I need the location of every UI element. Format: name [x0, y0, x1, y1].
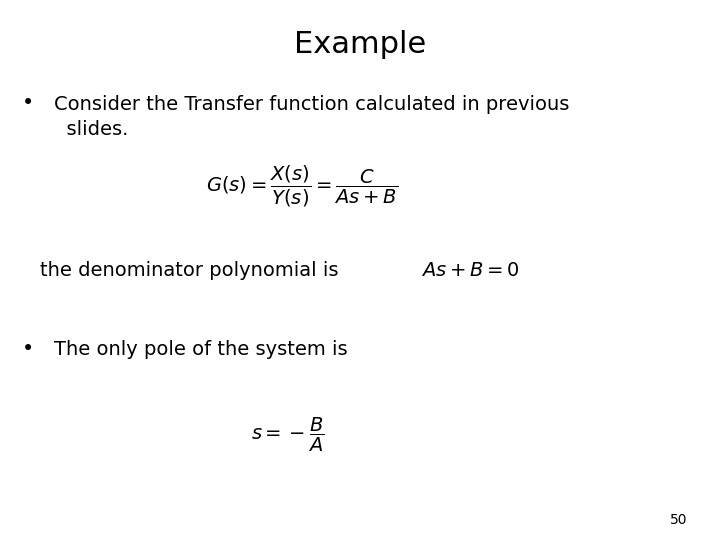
Text: $As + B = 0$: $As + B = 0$ [421, 260, 520, 280]
Text: Example: Example [294, 30, 426, 59]
Text: The only pole of the system is: The only pole of the system is [54, 340, 348, 359]
Text: the denominator polynomial is: the denominator polynomial is [40, 260, 338, 280]
Text: Consider the Transfer function calculated in previous
  slides.: Consider the Transfer function calculate… [54, 94, 570, 139]
Text: •: • [22, 339, 34, 359]
Text: $G(s) = \dfrac{X(s)}{Y(s)} = \dfrac{C}{As+B}$: $G(s) = \dfrac{X(s)}{Y(s)} = \dfrac{C}{A… [206, 164, 399, 209]
Text: •: • [22, 93, 34, 113]
Text: $s = -\dfrac{B}{A}$: $s = -\dfrac{B}{A}$ [251, 416, 325, 454]
Text: 50: 50 [670, 512, 688, 526]
